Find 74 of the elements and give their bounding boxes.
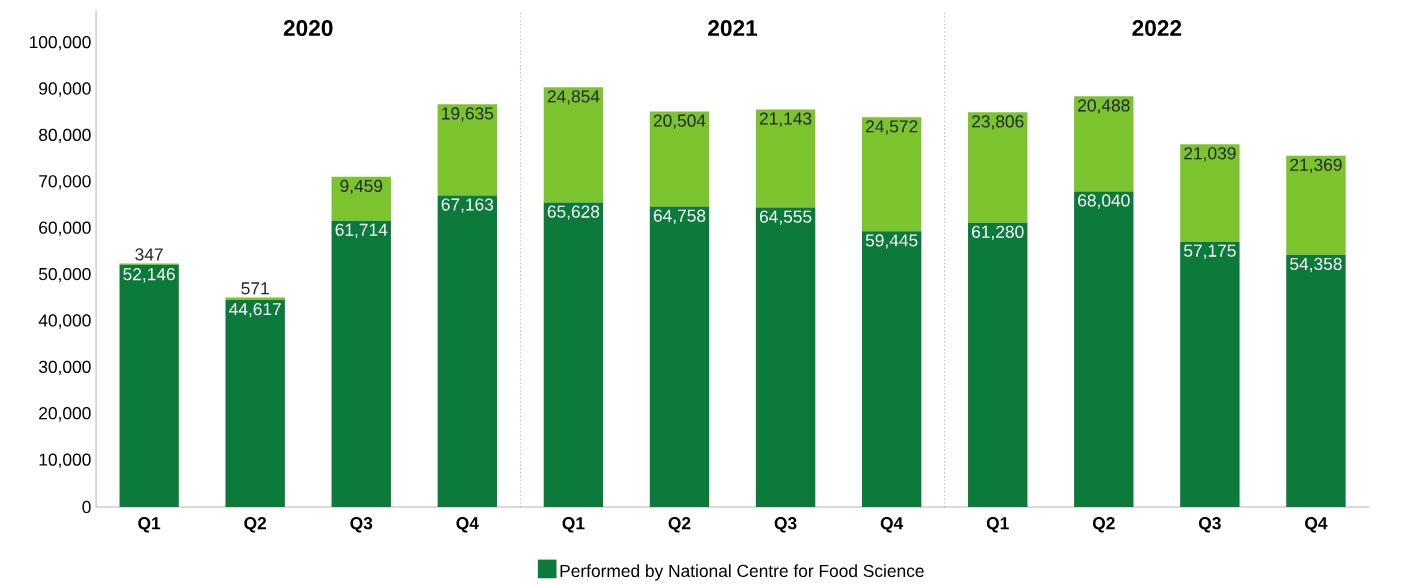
- data-label: 21,143: [759, 112, 812, 127]
- bar: [649, 206, 710, 507]
- bar: [1286, 155, 1346, 255]
- bar: [1286, 254, 1346, 507]
- legend-label: Performed by National Centre for Food Science: [560, 564, 924, 581]
- x-tick-label: Q1: [986, 516, 1009, 533]
- data-label: 9,459: [340, 179, 383, 194]
- data-label: 20,488: [1078, 99, 1130, 114]
- bar: [225, 299, 285, 507]
- data-label: 68,040: [1078, 194, 1130, 209]
- y-tick-label: 60,000: [39, 221, 91, 236]
- data-label: 23,806: [972, 115, 1024, 130]
- data-label: 21,039: [1184, 146, 1236, 162]
- bar: [1074, 96, 1134, 192]
- x-tick-label: Q4: [1305, 516, 1328, 533]
- bar: [649, 111, 710, 207]
- bar: [1180, 143, 1240, 242]
- data-label: 44,617: [229, 302, 281, 318]
- annotation: 2020: [283, 19, 333, 36]
- y-tick-label: 70,000: [39, 174, 91, 190]
- data-label: 57,175: [1184, 244, 1236, 259]
- bar: [755, 207, 816, 507]
- data-label: 571: [241, 282, 269, 295]
- x-tick-label: Q2: [668, 516, 691, 533]
- y-tick-label: 40,000: [38, 314, 91, 329]
- bar: [437, 104, 498, 196]
- y-tick-label: 80,000: [39, 128, 91, 143]
- bar: [1074, 191, 1134, 507]
- x-tick-label: Q3: [350, 516, 373, 533]
- bar: [755, 109, 816, 208]
- x-tick-label: Q3: [1199, 516, 1221, 533]
- bar: [543, 87, 604, 203]
- bar: [1180, 241, 1240, 507]
- data-label: 54,358: [1290, 257, 1342, 272]
- bar: [968, 222, 1028, 507]
- bar: [543, 202, 604, 507]
- y-tick-label: 100,000: [29, 35, 91, 51]
- x-tick-label: Q2: [244, 516, 267, 533]
- bar: [331, 220, 391, 507]
- data-label: 65,628: [547, 205, 600, 220]
- x-tick-label: Q3: [774, 516, 797, 533]
- annotation: 2022: [1132, 19, 1182, 36]
- bar: [225, 297, 285, 300]
- x-tick-label: Q1: [138, 516, 161, 533]
- x-tick-label: Q4: [456, 516, 479, 533]
- y-tick-label: 30,000: [38, 360, 91, 375]
- bar: [968, 112, 1028, 223]
- y-tick-label: 20,000: [39, 406, 91, 422]
- data-label: 24,854: [547, 90, 600, 105]
- y-tick-label: 50,000: [39, 267, 91, 283]
- y-tick-label: 10,000: [39, 453, 91, 468]
- bar: [861, 231, 922, 507]
- data-label: 64,555: [759, 210, 812, 225]
- bar: [331, 176, 391, 221]
- data-label: 24,572: [866, 120, 918, 135]
- bar: [437, 195, 498, 507]
- bar: [119, 264, 179, 507]
- data-label: 347: [135, 248, 163, 261]
- data-label: 61,280: [972, 225, 1024, 240]
- data-label: 67,163: [441, 198, 494, 213]
- x-tick-label: Q1: [562, 516, 585, 533]
- y-tick-label: 90,000: [39, 82, 91, 97]
- data-label: 20,504: [653, 114, 706, 129]
- data-label: 61,714: [335, 223, 388, 238]
- bar: [861, 117, 922, 232]
- data-label: 59,445: [865, 233, 918, 249]
- annotation: 2021: [708, 19, 758, 36]
- data-label: 64,758: [653, 209, 706, 224]
- data-label: 19,635: [442, 107, 494, 122]
- data-label: 52,146: [123, 267, 175, 283]
- data-label: 21,369: [1290, 158, 1342, 173]
- y-tick-label: 0: [82, 500, 91, 513]
- x-tick-label: Q2: [1092, 516, 1115, 533]
- x-tick-label: Q4: [880, 516, 904, 533]
